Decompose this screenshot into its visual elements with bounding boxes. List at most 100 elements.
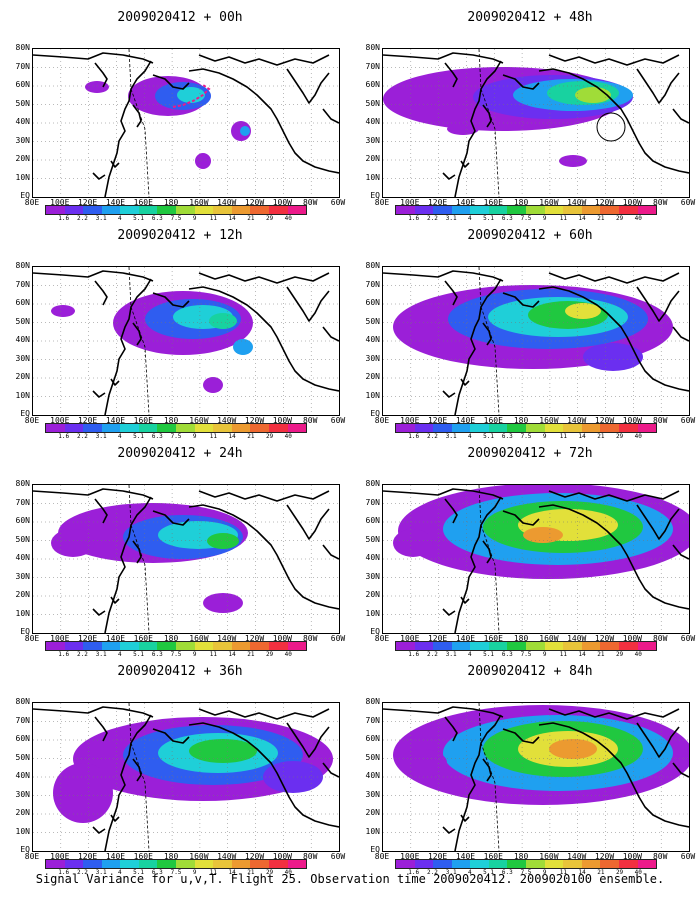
variance-contour: [523, 527, 563, 543]
colorbar-label: 14: [578, 215, 586, 222]
longitude-label: 160W: [189, 198, 209, 207]
colorbar: [395, 859, 657, 869]
coastline: [188, 286, 339, 392]
colorbar-label: 11: [559, 215, 568, 222]
longitude-label: 80E: [24, 198, 40, 207]
colorbar: [45, 205, 307, 215]
colorbar-swatch: [433, 642, 452, 650]
colorbar-swatch: [176, 206, 195, 214]
latitude-label: 60N: [15, 298, 30, 307]
colorbar-swatch: [287, 642, 307, 650]
colorbar-swatch: [600, 642, 619, 650]
colorbar-swatch: [101, 642, 121, 650]
colorbar-swatch: [138, 424, 158, 432]
latitude-label: EQ: [370, 191, 380, 200]
colorbar-label: 2.2: [427, 651, 438, 658]
longitude-label: 100E: [400, 198, 420, 207]
colorbar: [395, 423, 657, 433]
coastline: [110, 596, 120, 604]
latitude-label: 10N: [365, 172, 380, 182]
colorbar-label: 11: [559, 869, 568, 876]
colorbar-swatch: [544, 642, 564, 650]
latitude-label: 50N: [15, 534, 30, 544]
colorbar-label: 40: [284, 433, 292, 440]
colorbar-label: 3.1: [95, 433, 107, 440]
longitude-label: 140W: [567, 634, 587, 643]
longitude-label: 80W: [302, 852, 318, 861]
colorbar-label: 4: [118, 651, 122, 658]
colorbar-swatch: [488, 206, 508, 214]
colorbar-swatch: [64, 642, 84, 650]
variance-contour: [53, 763, 113, 823]
colorbar-swatch: [176, 642, 195, 650]
longitude-label: 160E: [483, 634, 503, 643]
longitude-label: 180: [513, 634, 529, 643]
latitude-label: 70N: [15, 279, 30, 289]
latitude-label: 70N: [365, 497, 380, 507]
longitude-label: 80E: [374, 634, 390, 643]
colorbar-swatch: [231, 206, 251, 214]
latitude-label: 50N: [15, 316, 30, 326]
longitude-label: 120E: [427, 634, 448, 643]
coastline: [672, 762, 689, 778]
colorbar-label: 6.3: [151, 215, 163, 222]
colorbar-label: 21: [597, 651, 605, 658]
variance-map: [33, 267, 339, 415]
colorbar: [45, 859, 307, 869]
coastline: [442, 608, 456, 616]
colorbar-swatch: [414, 424, 434, 432]
colorbar-label: 11: [559, 651, 568, 658]
coastline: [198, 272, 330, 284]
coastline: [94, 716, 108, 742]
colorbar-label: 3.1: [95, 869, 107, 876]
longitude-label: 60W: [330, 416, 346, 425]
coastline: [110, 378, 120, 386]
colorbar-swatch: [414, 860, 434, 868]
latitude-label: 30N: [365, 571, 380, 581]
colorbar-labels: 1.6 2.2 3.1 4 5.1 6.3 7.5 9 11 14 21 29 40: [395, 215, 657, 223]
colorbar-label: 4: [468, 869, 472, 876]
latitude-label: 10N: [365, 826, 380, 836]
colorbar-swatch: [268, 424, 288, 432]
colorbar-label: 11: [209, 869, 218, 876]
colorbar-label: 40: [284, 651, 292, 658]
colorbar-swatch: [618, 642, 638, 650]
colorbar-swatch: [526, 860, 545, 868]
colorbar-swatch: [213, 860, 232, 868]
colorbar-label: 3.1: [445, 651, 457, 658]
colorbar-swatch: [46, 860, 65, 868]
colorbar-label: 1.6: [58, 869, 70, 876]
coastline: [198, 708, 330, 720]
latitude-label: 80N: [365, 479, 380, 488]
colorbar-label: 6.3: [151, 651, 163, 658]
coastline: [444, 62, 458, 88]
coastline: [444, 280, 458, 306]
colorbar-swatch: [433, 206, 452, 214]
coastline: [672, 326, 689, 342]
longitude-label: 140E: [455, 852, 476, 861]
map-frame: [32, 48, 340, 198]
coastline: [482, 758, 492, 782]
colorbar-swatch: [287, 206, 307, 214]
latitude-label: 80N: [15, 43, 30, 52]
map-panel: 2009020412 + 72h 80N 70N 60N 50N 40N 30N 20N 10N…: [360, 444, 700, 658]
coastline: [636, 504, 680, 540]
longitude-label: 140E: [455, 198, 476, 207]
map-frame: [32, 702, 340, 852]
colorbar-swatch: [64, 206, 84, 214]
latitude-label: EQ: [20, 409, 30, 418]
colorbar-swatch: [83, 642, 102, 650]
latitude-label: 80N: [365, 697, 380, 706]
colorbar-swatch: [600, 206, 619, 214]
colorbar-swatch: [268, 860, 288, 868]
longitude-label: 160W: [189, 416, 209, 425]
colorbar-swatch: [157, 424, 177, 432]
coastline: [286, 504, 330, 540]
dateline: [128, 485, 150, 633]
coastline: [110, 160, 120, 168]
coastline: [482, 322, 492, 346]
colorbar-label: 40: [634, 651, 642, 658]
latitude-label: 70N: [15, 497, 30, 507]
latitude-label: 30N: [15, 135, 30, 145]
panel-title: 2009020412 + 00h: [117, 10, 243, 25]
